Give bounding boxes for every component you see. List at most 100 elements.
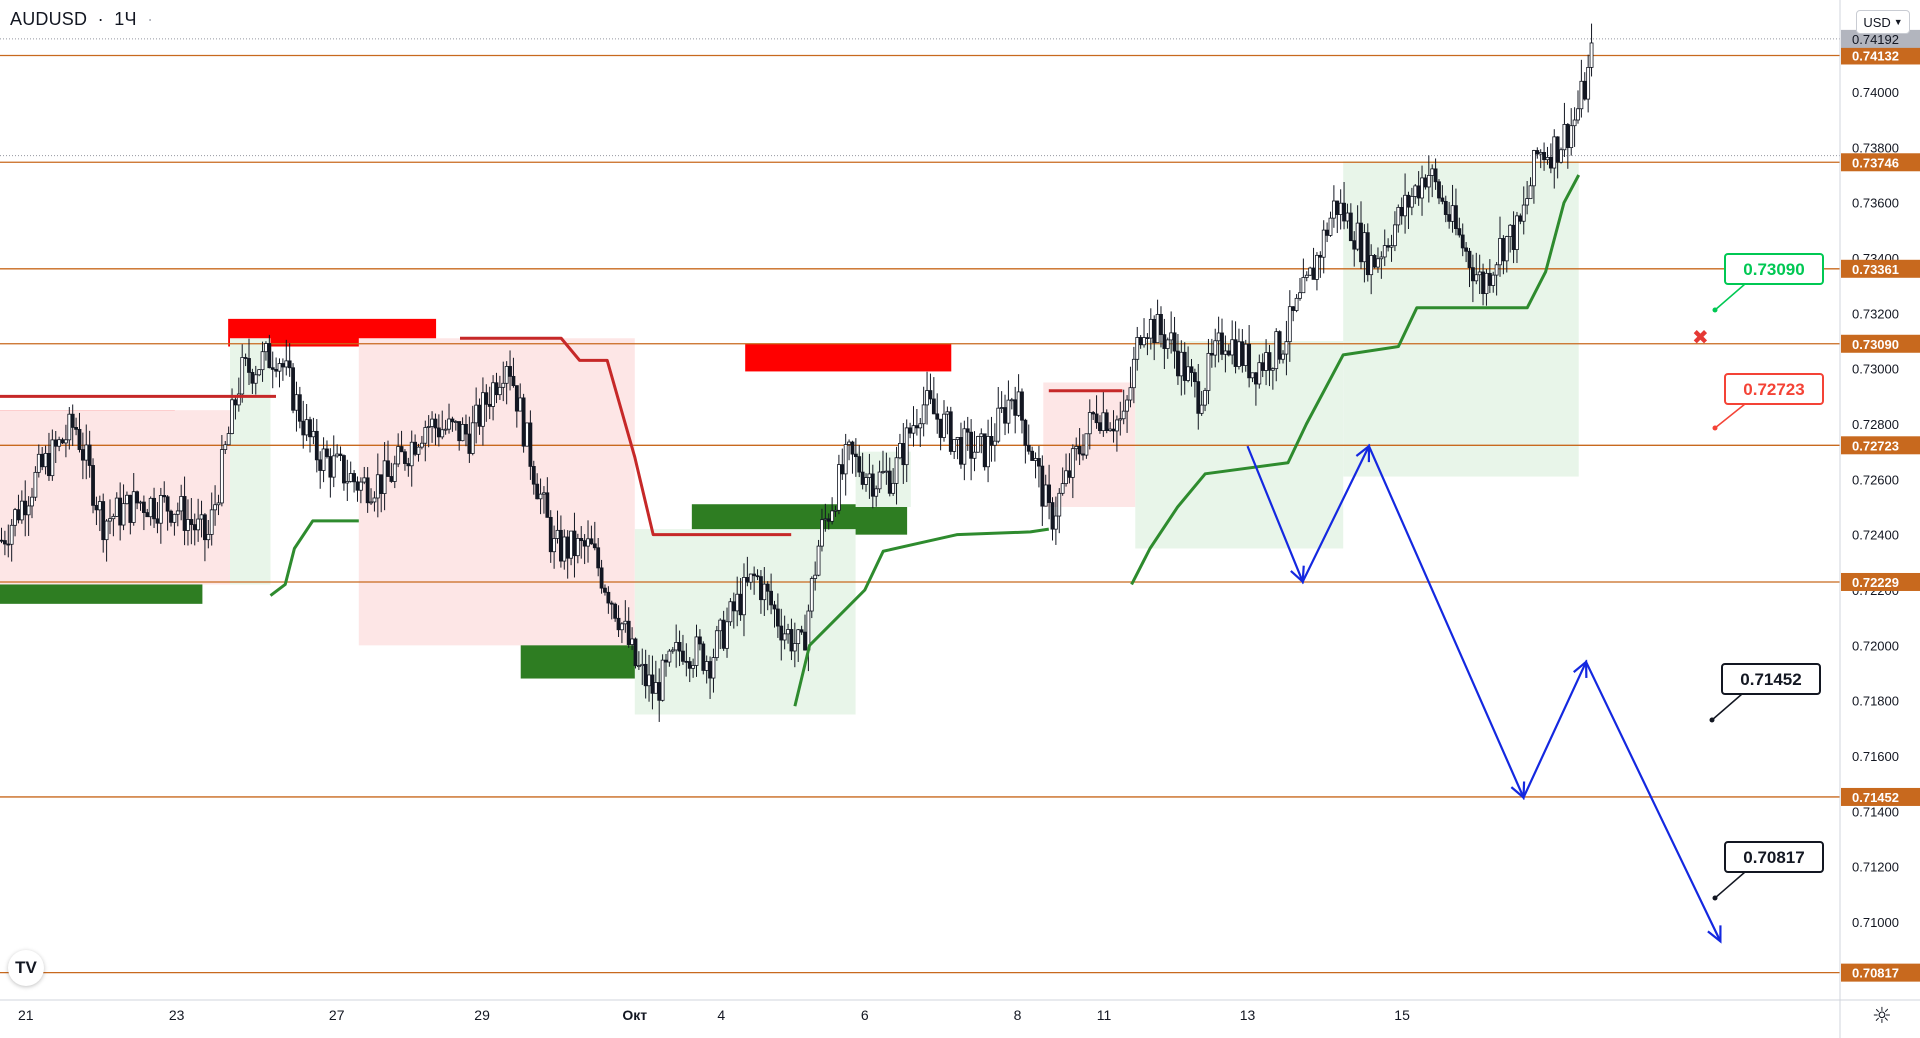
level-badge-label: 0.73361	[1852, 262, 1899, 277]
candle-body	[650, 674, 655, 694]
candle-body	[653, 682, 658, 694]
candle-body	[1542, 152, 1546, 161]
candle-body	[1087, 412, 1092, 435]
candle-body	[406, 463, 411, 467]
time-tick-label: 29	[474, 1007, 490, 1023]
trend-up-line	[269, 519, 359, 597]
currency-button[interactable]: USD ▼	[1856, 10, 1910, 34]
candle-body	[321, 448, 326, 471]
candle-body	[748, 573, 753, 583]
candle-body	[708, 661, 712, 679]
candle-body	[501, 382, 506, 388]
candle-body	[1437, 181, 1441, 199]
candle-body	[1108, 428, 1113, 431]
candle-body	[636, 665, 641, 668]
callout-label: 0.73090	[1743, 260, 1804, 279]
candle-body	[1589, 42, 1594, 68]
candle-body	[820, 519, 824, 547]
candle-body	[375, 474, 380, 499]
candle-body	[1125, 399, 1129, 412]
candle-body	[342, 455, 346, 484]
candle-body	[1331, 200, 1336, 219]
candle-body	[362, 477, 367, 483]
candle-body	[847, 441, 851, 445]
candle-body	[1121, 410, 1126, 420]
candle-body	[803, 631, 807, 651]
candle-body	[904, 427, 909, 466]
candle-body	[864, 477, 868, 485]
candle-body	[1545, 156, 1550, 161]
candles-layer	[0, 23, 1594, 722]
candle-body	[1484, 272, 1489, 295]
candle-body	[1230, 339, 1235, 356]
candle-body	[1281, 353, 1285, 360]
candle-body	[870, 473, 875, 497]
candle-body	[752, 573, 757, 577]
time-tick-label: 23	[169, 1007, 185, 1023]
candle-body	[352, 473, 356, 483]
candle-body	[799, 629, 804, 633]
candle-body	[942, 413, 946, 438]
candle-body	[1352, 240, 1357, 250]
tradingview-logo-icon[interactable]: TV	[8, 950, 44, 986]
candle-body	[0, 539, 4, 542]
symbol-title[interactable]: AUDUSD · 1Ч ·	[10, 9, 154, 29]
candle-body	[328, 456, 333, 478]
candle-body	[240, 357, 245, 395]
candle-body	[308, 419, 312, 438]
candle-body	[525, 422, 529, 447]
candle-body	[908, 427, 912, 434]
settings-gear-icon[interactable]: ☼	[1872, 1004, 1892, 1029]
candle-body	[833, 509, 838, 512]
projection-arrowhead	[1355, 443, 1371, 463]
candle-body	[542, 492, 546, 495]
candle-body	[959, 437, 963, 465]
level-badge-label: 0.72229	[1852, 575, 1899, 590]
candle-body	[894, 457, 899, 484]
candle-body	[1342, 202, 1346, 222]
candle-body	[1430, 168, 1435, 176]
candle-body	[1311, 267, 1316, 280]
candle-body	[982, 433, 987, 468]
candle-body	[606, 591, 611, 604]
candle-body	[6, 543, 11, 546]
time-tick-label: 13	[1240, 1007, 1256, 1023]
candle-body	[837, 464, 841, 511]
level-badge	[1841, 787, 1920, 806]
candle-body	[1494, 264, 1499, 276]
candle-body	[250, 372, 255, 384]
invalidation-x-icon: ✖	[1692, 325, 1709, 349]
candle-body	[91, 465, 95, 506]
candle-body	[745, 577, 750, 583]
candle-body	[284, 360, 289, 368]
candle-body	[155, 518, 160, 524]
candle-body	[698, 636, 702, 645]
candle-body	[19, 500, 24, 521]
candle-body	[1525, 198, 1530, 206]
candle-body	[287, 360, 292, 369]
callout-anchor	[1712, 895, 1718, 901]
callouts-layer: 0.73090 0.72723 0.71452 0.70817 ✖	[1692, 253, 1824, 901]
candle-body	[162, 495, 167, 498]
candle-body	[572, 530, 577, 557]
candle-body	[325, 448, 329, 457]
candle-body	[280, 363, 285, 368]
candle-body	[582, 540, 587, 547]
candle-body	[1532, 150, 1536, 187]
candle-body	[1396, 206, 1401, 226]
candle-body	[1047, 484, 1052, 503]
price-tick-label: 0.73800	[1852, 140, 1899, 155]
candle-body	[1026, 444, 1031, 452]
candle-body	[647, 674, 651, 687]
candle-body	[13, 509, 17, 526]
candle-body	[782, 633, 787, 641]
candle-body	[40, 453, 45, 468]
candle-body	[969, 431, 974, 459]
candle-body	[230, 399, 234, 434]
candle-body	[877, 471, 882, 490]
candle-body	[1250, 372, 1255, 379]
candle-body	[223, 444, 228, 450]
candle-body	[979, 433, 984, 437]
level-badge-label: 0.73746	[1852, 155, 1899, 170]
